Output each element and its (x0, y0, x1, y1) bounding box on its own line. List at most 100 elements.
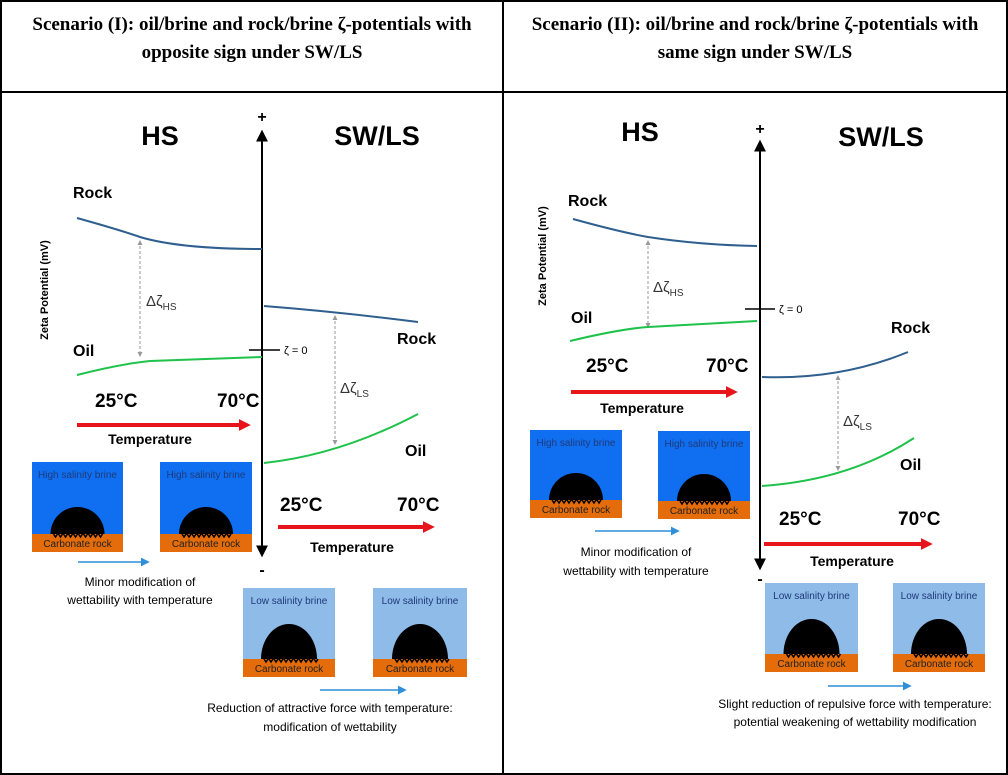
axis-minus: - (757, 571, 762, 588)
carbonate-rock-layer (893, 654, 985, 672)
carbonate-rock-label: Carbonate rock (255, 664, 324, 675)
hs-temperature-label: Temperature (108, 431, 192, 447)
hs-oil-label: Oil (73, 343, 94, 360)
rock-surface-roughness (785, 653, 842, 659)
oil-droplet (911, 619, 967, 654)
rock-surface-roughness (913, 653, 969, 659)
panel-1-title-line1: Scenario (I): oil/brine and rock/brine ζ… (32, 14, 472, 35)
hs-oil-label: Oil (571, 310, 592, 327)
carbonate-rock-layer (765, 654, 858, 672)
panel-2-title-line1: Scenario (II): oil/brine and rock/brine … (532, 14, 979, 35)
oil-droplet (783, 619, 840, 654)
axis-plus: + (755, 121, 764, 138)
carbonate-rock-layer (373, 659, 467, 677)
ls-oil-curve (263, 413, 419, 464)
oil-droplet (50, 507, 105, 534)
carbonate-rock-label: Carbonate rock (777, 659, 846, 670)
brine-label: High salinity brine (167, 470, 246, 481)
wettability-boxes: High salinity brine Carbonate rock High sa… (32, 430, 985, 677)
carbonate-rock-layer (243, 659, 335, 677)
ls-rock-curve (761, 351, 909, 379)
carbonate-rock-label: Carbonate rock (905, 659, 974, 670)
ls-caption-line1: Reduction of attractive force with tempe… (207, 701, 452, 715)
ls-caption-line2: potential weakening of wettability modif… (734, 715, 977, 729)
hs-rock-curve (572, 218, 758, 247)
carbonate-rock-label: Carbonate rock (386, 664, 455, 675)
ls-temperature-label: Temperature (310, 539, 394, 555)
hs-temp-high: 70°C (706, 356, 749, 377)
hs-rock-label: Rock (568, 193, 607, 210)
rock-surface-roughness (679, 500, 730, 506)
hs-delta-label: ΔζHS (653, 279, 684, 299)
oil-droplet (677, 474, 731, 501)
hs-heading: HS (141, 121, 179, 151)
hs-oil-curve (569, 320, 758, 342)
brine-label: Low salinity brine (773, 591, 850, 602)
ls-delta-label: ΔζLS (340, 380, 369, 400)
oil-droplet (549, 473, 603, 500)
ls-temperature-label: Temperature (810, 553, 894, 569)
low-salinity-box: Low salinity brine Carbonate rock (893, 583, 985, 672)
panel-1: HS SW/LS + - Zeta Potential (mV) ζ = 0 R… (39, 109, 453, 734)
hs-caption-line1: Minor modification of (85, 575, 196, 589)
high-salinity-box: High salinity brine Carbonate rock (658, 431, 750, 519)
rock-surface-roughness (263, 658, 319, 664)
high-salinity-box: High salinity brine Carbonate rock (32, 462, 123, 552)
low-salinity-box: Low salinity brine Carbonate rock (765, 583, 858, 672)
ls-temp-low: 25°C (779, 509, 822, 530)
brine-label: High salinity brine (665, 439, 744, 450)
panel-1-title-line2: opposite sign under SW/LS (142, 42, 363, 63)
ls-rock-curve (263, 305, 419, 323)
hs-caption-line2: wettability with temperature (562, 564, 709, 578)
carbonate-rock-label: Carbonate rock (542, 505, 611, 516)
oil-droplet (261, 624, 317, 659)
hs-temp-high: 70°C (217, 391, 260, 412)
high-salinity-box: High salinity brine Carbonate rock (530, 430, 622, 518)
brine-label: High salinity brine (537, 438, 616, 449)
rock-surface-roughness (181, 533, 232, 539)
ls-rock-label: Rock (891, 320, 930, 337)
carbonate-rock-label: Carbonate rock (670, 506, 739, 517)
ls-rock-label: Rock (397, 331, 436, 348)
carbonate-rock-label: Carbonate rock (43, 539, 112, 550)
hs-temp-low: 25°C (586, 356, 629, 377)
hs-temp-low: 25°C (95, 391, 138, 412)
carbonate-rock-layer (160, 534, 252, 552)
brine-label: Low salinity brine (901, 591, 978, 602)
ls-temp-low: 25°C (280, 495, 323, 516)
rock-surface-roughness (394, 658, 450, 664)
brine-label: High salinity brine (38, 470, 117, 481)
panel-2-title-line2: same sign under SW/LS (658, 42, 852, 63)
hs-rock-curve (76, 217, 263, 250)
axis-plus: + (257, 109, 266, 126)
hs-delta-label: ΔζHS (146, 293, 177, 313)
y-axis-label: Zeta Potential (mV) (537, 206, 549, 306)
brine-label: Low salinity brine (382, 596, 459, 607)
carbonate-rock-layer (530, 500, 622, 518)
panel-2: HS SW/LS + - Zeta Potential (mV) ζ = 0 R… (537, 117, 992, 729)
oil-droplet (179, 507, 233, 534)
zeta-zero-label: ζ = 0 (779, 304, 803, 316)
rock-surface-roughness (551, 499, 602, 505)
low-salinity-box: Low salinity brine Carbonate rock (243, 588, 335, 677)
hs-oil-curve (76, 356, 263, 376)
rock-surface-roughness (52, 533, 104, 539)
carbonate-rock-layer (32, 534, 123, 552)
ls-temp-high: 70°C (898, 509, 941, 530)
ls-caption-line2: modification of wettability (263, 720, 396, 734)
oil-droplet (392, 624, 448, 659)
swls-heading: SW/LS (334, 121, 420, 151)
zeta-zero-label: ζ = 0 (284, 345, 308, 357)
hs-caption-line2: wettability with temperature (66, 593, 213, 607)
hs-temperature-label: Temperature (600, 400, 684, 416)
ls-oil-curve (761, 437, 915, 487)
ls-oil-label: Oil (405, 443, 426, 460)
hs-caption-line1: Minor modification of (581, 545, 692, 559)
axis-minus: - (259, 562, 264, 579)
high-salinity-box: High salinity brine Carbonate rock (160, 462, 252, 552)
ls-oil-label: Oil (900, 457, 921, 474)
carbonate-rock-layer (658, 501, 750, 519)
y-axis-label: Zeta Potential (mV) (39, 240, 51, 340)
low-salinity-box: Low salinity brine Carbonate rock (373, 588, 467, 677)
